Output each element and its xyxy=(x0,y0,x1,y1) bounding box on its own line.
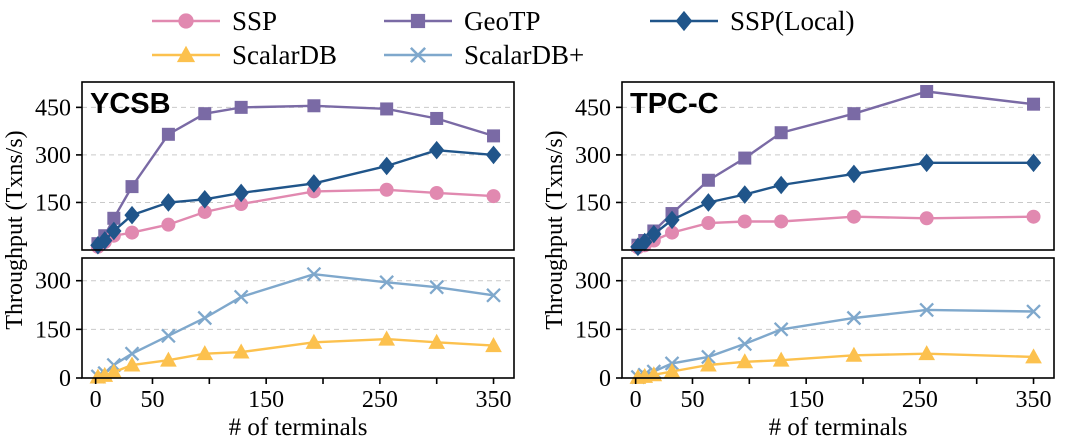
x-tick-label: 150 xyxy=(788,387,824,413)
x-axis-label: # of terminals xyxy=(229,414,368,438)
y-tick-label: 150 xyxy=(35,190,71,216)
bottom-subplot: 0 150 300 0 50 150 250 350 # of terminals xyxy=(575,257,1055,438)
legend: SSP GeoTP SSP(Local) ScalarDB ScalarDB+ xyxy=(0,0,1080,74)
legend-label: ScalarDB+ xyxy=(464,40,585,70)
top-subplot: 150 300 450 YCSB xyxy=(35,81,515,255)
legend-item-ScalarDB: ScalarDB xyxy=(150,40,337,70)
legend-item-ScalarDB: ScalarDB+ xyxy=(382,40,584,70)
y-tick-label: 150 xyxy=(35,317,71,343)
legend-label: SSP xyxy=(232,6,278,36)
panel-title: TPC-C xyxy=(630,88,719,120)
y-tick-label: 300 xyxy=(35,143,71,169)
legend-marker-icon xyxy=(384,46,452,64)
plot-frame xyxy=(81,81,515,251)
legend-label: SSP(Local) xyxy=(730,6,855,36)
panel-title: YCSB xyxy=(90,88,171,120)
plot-frame xyxy=(621,81,1055,251)
x-tick-label: 350 xyxy=(1016,387,1052,413)
series-line-SSPLocal xyxy=(637,161,1034,248)
legend-marker-icon xyxy=(152,45,220,63)
y-tick-label: 450 xyxy=(575,95,611,121)
y-tick-label: 300 xyxy=(575,269,611,295)
plot-frame xyxy=(621,257,1055,379)
legend-label: ScalarDB xyxy=(232,40,337,70)
series-line-SSP xyxy=(637,215,1034,249)
legend-item-SSPLocal: SSP(Local) xyxy=(648,6,855,36)
x-tick-label: 0 xyxy=(630,387,642,413)
y-axis-label: Throughput (Txns/s) xyxy=(2,130,28,329)
x-tick-label: 150 xyxy=(248,387,284,413)
y-tick-label: 0 xyxy=(59,366,71,392)
y-tick-label: 450 xyxy=(35,95,71,121)
x-tick-label: 250 xyxy=(902,387,938,413)
top-subplot: 150 300 450 TPC-C xyxy=(575,81,1055,257)
legend-label: GeoTP xyxy=(464,6,541,36)
y-tick-label: 150 xyxy=(575,317,611,343)
x-tick-label: 50 xyxy=(680,387,704,413)
y-tick-label: 300 xyxy=(35,269,71,295)
y-axis-label: Throughput (Txns/s) xyxy=(542,130,568,329)
legend-item-GeoTP: GeoTP xyxy=(382,6,541,36)
y-tick-label: 0 xyxy=(599,366,611,392)
legend-marker-icon xyxy=(152,13,220,29)
legend-marker-icon xyxy=(384,13,452,29)
y-tick-label: 150 xyxy=(575,190,611,216)
bottom-subplot: 0 150 300 0 50 150 250 350 # of terminals xyxy=(35,257,515,438)
chart-tpcc: Throughput (Txns/s) 150 300 450 TPC-C 0 150 300… xyxy=(542,81,1055,438)
series-line-ScalarDB xyxy=(637,308,1034,379)
x-tick-label: 0 xyxy=(90,387,102,413)
series-line-GeoTP xyxy=(96,104,494,245)
series-line-ScalarDB xyxy=(637,352,1034,379)
legend-marker-icon xyxy=(650,10,718,32)
x-tick-label: 250 xyxy=(362,387,398,413)
plot-frame xyxy=(81,257,515,379)
y-tick-label: 300 xyxy=(575,143,611,169)
x-tick-label: 350 xyxy=(476,387,512,413)
legend-item-SSP: SSP xyxy=(150,6,277,36)
x-tick-label: 50 xyxy=(140,387,164,413)
x-axis-label: # of terminals xyxy=(769,414,908,438)
